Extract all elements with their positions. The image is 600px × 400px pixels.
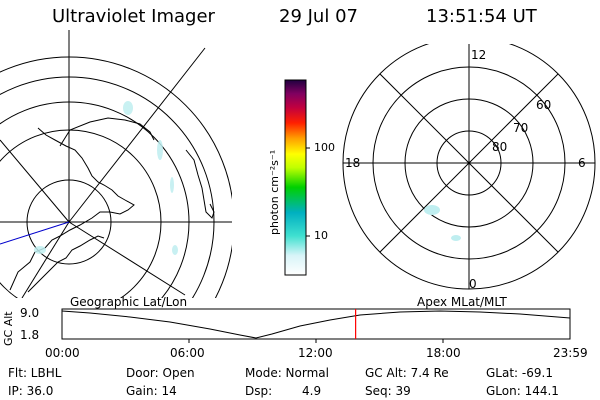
status-seq: Seq: 39: [365, 384, 411, 398]
sun-direction-line: [0, 221, 70, 245]
status-gain: Gain: 14: [126, 384, 177, 398]
status-ip: IP: 36.0: [8, 384, 54, 398]
colorbar: [284, 79, 310, 276]
polar-mlat-mlt-plot: [342, 44, 596, 290]
status-flt: Flt: LBHL: [8, 366, 62, 380]
status-gc-alt: GC Alt: 7.4 Re: [365, 366, 449, 380]
colorbar-tick-10: 10: [314, 229, 328, 242]
altitude-tick-bottom: 1.8: [20, 328, 40, 342]
mlt-label-6: 6: [578, 156, 586, 170]
altitude-plot: [61, 308, 571, 343]
geographic-map: [0, 30, 232, 298]
time-tick-0000: 00:00: [45, 346, 80, 360]
apex-caption: Apex MLat/MLT: [417, 295, 507, 309]
status-dsp-label: Dsp:: [245, 384, 273, 398]
instrument-title: Ultraviolet Imager: [52, 6, 215, 27]
status-dsp-value: 4.9: [302, 384, 322, 398]
status-glat: GLat: -69.1: [486, 366, 553, 380]
mlt-label-0: 0: [469, 277, 477, 291]
mlt-label-12: 12: [471, 48, 487, 62]
colorbar-unit-label: photon cm⁻²s⁻¹: [268, 149, 281, 235]
altitude-axis-label: GC Alt: [2, 311, 15, 346]
mlat-label-70: 70: [513, 121, 529, 135]
mlt-label-18: 18: [345, 156, 361, 170]
mlat-label-60: 60: [536, 98, 552, 112]
altitude-tick-top: 9.0: [20, 306, 40, 320]
status-door: Door: Open: [126, 366, 195, 380]
time-tick-2359: 23:59: [553, 346, 588, 360]
header-time: 13:51:54 UT: [426, 6, 537, 27]
time-tick-0600: 06:00: [170, 346, 205, 360]
aurora-patch: [424, 205, 440, 215]
status-mode: Mode: Normal: [245, 366, 329, 380]
status-glon: GLon: 144.1: [486, 384, 559, 398]
mlat-label-80: 80: [492, 140, 508, 154]
colorbar-tick-100: 100: [314, 141, 335, 154]
header-date: 29 Jul 07: [279, 6, 358, 27]
time-tick-1800: 18:00: [426, 346, 461, 360]
geographic-caption: Geographic Lat/Lon: [70, 295, 188, 309]
time-tick-1200: 12:00: [298, 346, 333, 360]
